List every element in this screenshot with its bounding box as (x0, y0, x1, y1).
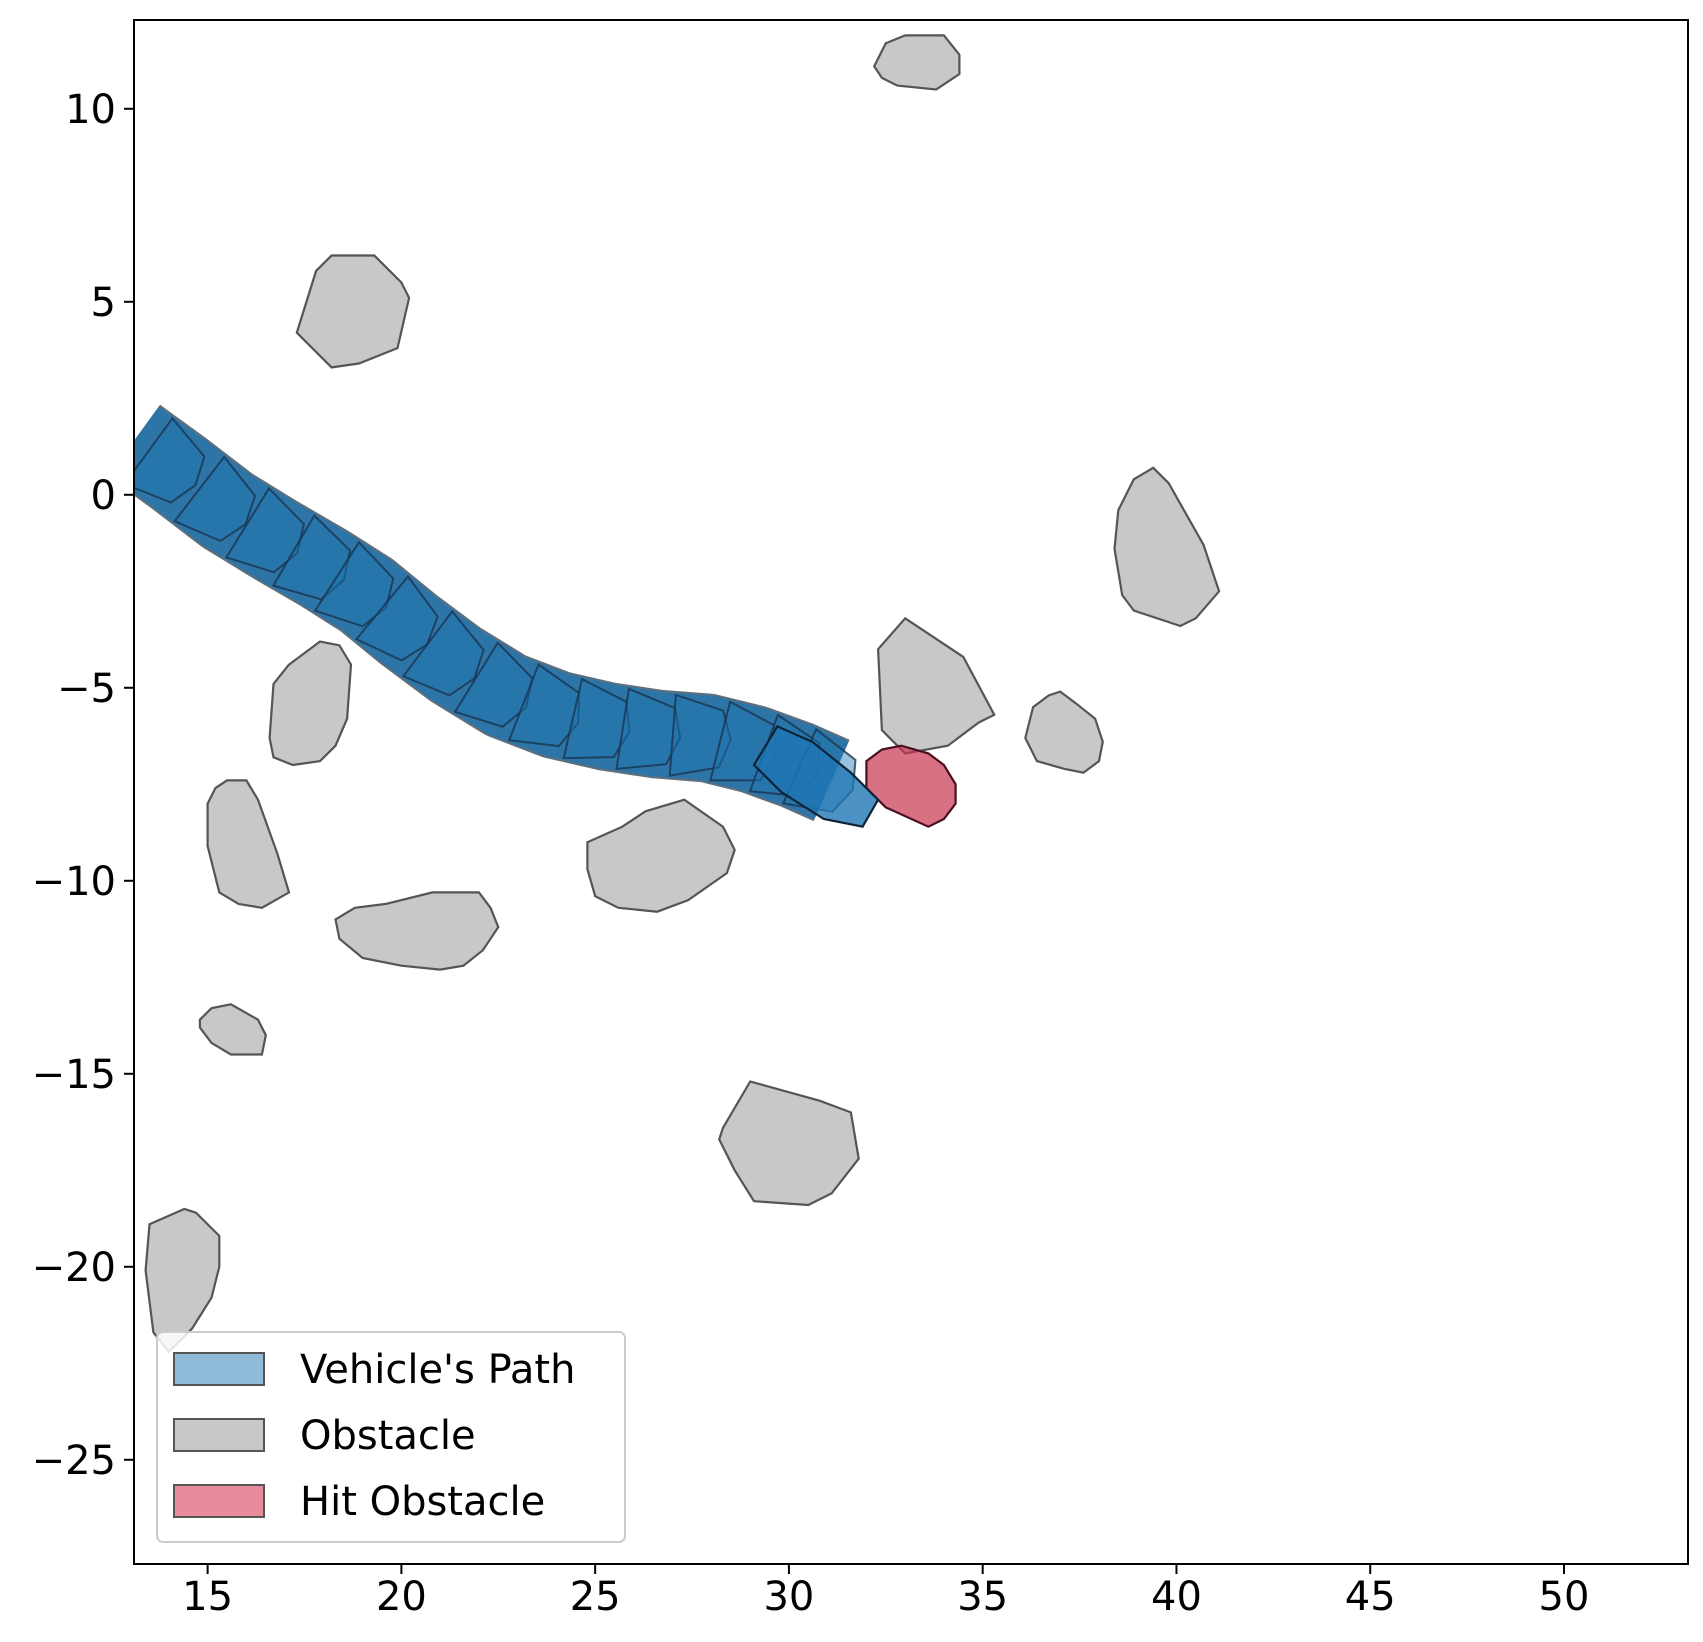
obstacle-polygon-9 (198, 1003, 267, 1056)
y-tick-label--20: −20 (32, 1245, 116, 1291)
hit-obstacle-polygon (865, 744, 957, 828)
obstacle-polygon-10 (718, 1080, 860, 1207)
vehicle-pose-4 (271, 513, 352, 601)
obstacle-polygon-5 (268, 640, 353, 767)
obstacle-polygon-1 (295, 254, 411, 369)
y-tick-label-0: 0 (91, 473, 116, 519)
y-tick-label-5: 5 (91, 280, 116, 326)
x-tick-label-40: 40 (1151, 1574, 1202, 1620)
y-tick-label--5: −5 (57, 666, 116, 712)
legend: Vehicle's Path Obstacle Hit Obstacle (156, 1331, 626, 1543)
x-tick-label-45: 45 (1345, 1574, 1396, 1620)
x-tick-label-35: 35 (957, 1574, 1008, 1620)
y-axis: 10 5 0 −5 −10 −15 −20 −25 (32, 87, 134, 1484)
obstacle-polygon-3 (876, 616, 996, 755)
legend-swatch-path (173, 1352, 265, 1386)
legend-label-hit: Hit Obstacle (300, 1479, 545, 1525)
legend-label-obstacle: Obstacle (300, 1413, 476, 1459)
legend-swatch-hit (173, 1484, 265, 1518)
y-tick-label--10: −10 (32, 859, 116, 905)
vehicle-final-pose (752, 725, 880, 828)
vehicle-pose-11 (615, 687, 682, 771)
x-tick-label-25: 25 (570, 1574, 621, 1620)
legend-swatch-obstacle (173, 1418, 265, 1452)
obstacle-polygon-6 (206, 779, 291, 909)
vehicle-pose-8 (453, 641, 534, 728)
x-tick-label-50: 50 (1539, 1574, 1590, 1620)
vehicle-pose-2 (173, 455, 257, 543)
x-tick-label-20: 20 (376, 1574, 427, 1620)
x-tick-label-15: 15 (182, 1574, 233, 1620)
plot-area (134, 34, 1221, 1354)
y-tick-label--15: −15 (32, 1052, 116, 1098)
obstacle-polygon-0 (872, 34, 961, 91)
axes-frame (133, 19, 1689, 1565)
x-tick-label-30: 30 (763, 1574, 814, 1620)
obstacle-polygon-4 (1024, 690, 1104, 774)
vehicle-pose-10 (562, 677, 631, 760)
vehicle-pose-7 (401, 609, 485, 697)
vehicle-pose-12 (668, 693, 732, 777)
legend-box (156, 1331, 626, 1543)
y-tick-label--25: −25 (32, 1438, 116, 1484)
vehicle-path-band (134, 406, 849, 820)
obstacle-polygon-11 (144, 1207, 221, 1354)
y-tick-label-10: 10 (65, 87, 116, 133)
legend-label-path: Vehicle's Path (300, 1347, 575, 1393)
vehicle-pose-6 (354, 574, 439, 662)
obstacle-polygon-7 (586, 798, 736, 913)
x-axis: 15 20 25 30 35 40 45 50 (182, 1564, 1589, 1620)
vehicle-pose-1 (134, 416, 206, 504)
obstacle-polygon-8 (334, 891, 500, 971)
obstacle-polygon-2 (1113, 466, 1221, 628)
